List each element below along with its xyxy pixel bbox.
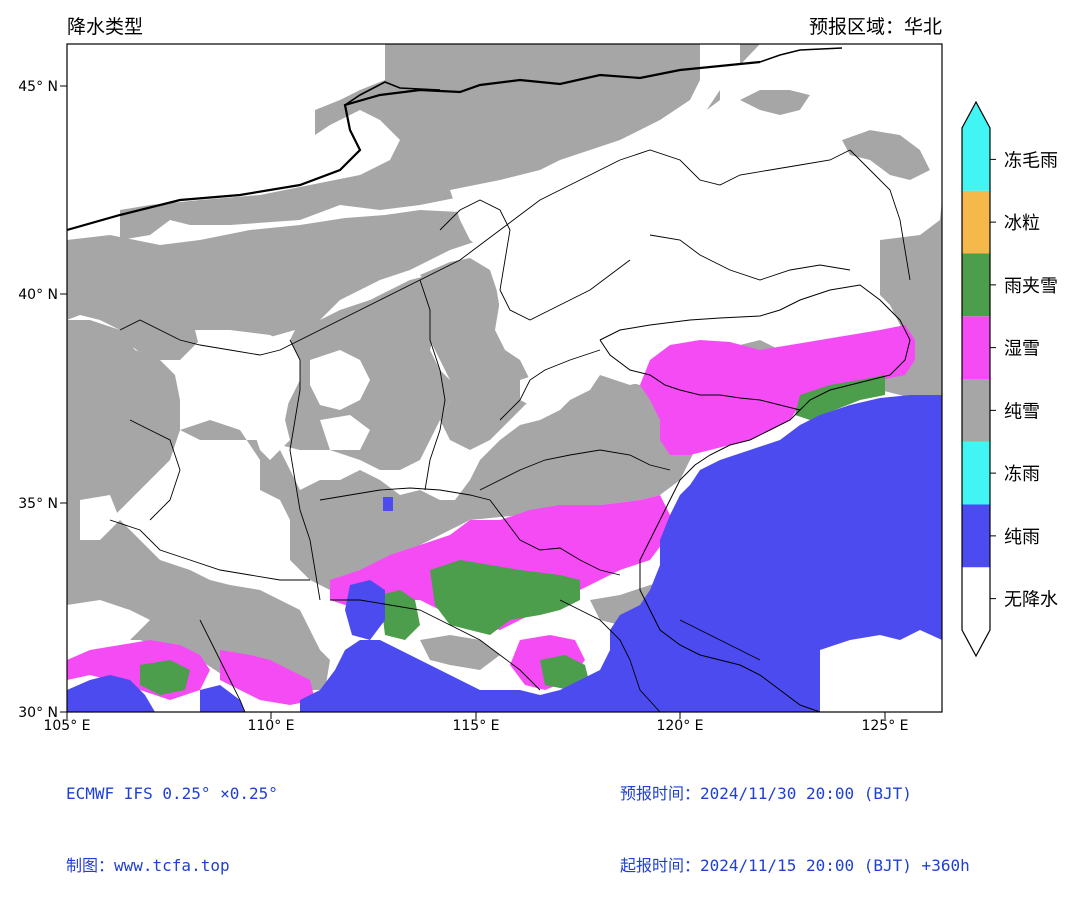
footer-left: ECMWF IFS 0.25° ×0.25° 制图：www.tcfa.top — [66, 734, 278, 902]
longitude-axis: 105° E 110° E 115° E 120° E 125° E — [43, 712, 909, 734]
legend-label: 湿雪 — [1004, 339, 1040, 360]
map-title: 降水类型 — [67, 16, 144, 38]
legend-colorbar: 无降水 纯雨 冻雨 纯雪 湿雪 雨夹雪 冰粒 冻毛雨 — [961, 100, 1058, 658]
map-frame — [66, 43, 943, 713]
legend-label: 纯雪 — [1004, 401, 1040, 422]
precip-type-map: 30° N 35° N 40° N 45° N 105° E 110° E 11… — [18, 43, 1058, 734]
legend-swatch — [962, 190, 990, 254]
lat-label-40: 40° N — [18, 287, 58, 303]
legend-swatch — [962, 441, 990, 505]
lat-label-45: 45° N — [18, 79, 58, 95]
map-credit: 制图：www.tcfa.top — [66, 856, 230, 875]
legend-label: 冻毛雨 — [1004, 150, 1058, 171]
boundaries — [67, 47, 911, 712]
legend-swatch — [962, 567, 990, 656]
sleet-area — [140, 375, 885, 695]
legend-label: 无降水 — [1004, 590, 1058, 611]
lon-label-110: 110° E — [247, 718, 294, 734]
legend-label: 冰粒 — [1004, 213, 1040, 234]
legend-outline — [961, 100, 991, 658]
wet-snow-area — [67, 325, 915, 705]
lat-label-30: 30° N — [18, 705, 58, 721]
legend-swatch — [962, 316, 990, 379]
lon-label-125: 125° E — [861, 718, 908, 734]
valid-time: 预报时间：2024/11/30 20:00 (BJT) — [620, 784, 912, 803]
lat-label-35: 35° N — [18, 496, 58, 512]
lon-label-105: 105° E — [43, 718, 90, 734]
rain-area — [67, 395, 942, 712]
lon-label-115: 115° E — [452, 718, 499, 734]
legend-swatch — [962, 102, 990, 191]
legend-swatch — [962, 253, 990, 317]
legend-label: 纯雨 — [1004, 527, 1040, 548]
precip-regions — [67, 44, 942, 712]
forecast-region: 预报区域：华北 — [808, 16, 942, 38]
footer-right: 预报时间：2024/11/30 20:00 (BJT) 起报时间：2024/11… — [620, 734, 970, 902]
init-time: 起报时间：2024/11/15 20:00 (BJT) +360h — [620, 856, 970, 875]
legend-label: 雨夹雪 — [1004, 276, 1058, 297]
legend-swatch — [962, 379, 990, 442]
legend-label: 冻雨 — [1004, 464, 1040, 485]
model-info: ECMWF IFS 0.25° ×0.25° — [66, 784, 278, 803]
latitude-axis: 30° N 35° N 40° N 45° N — [18, 79, 67, 721]
no-precip-area — [67, 44, 942, 712]
lon-label-120: 120° E — [656, 718, 703, 734]
legend-swatch — [962, 504, 990, 568]
